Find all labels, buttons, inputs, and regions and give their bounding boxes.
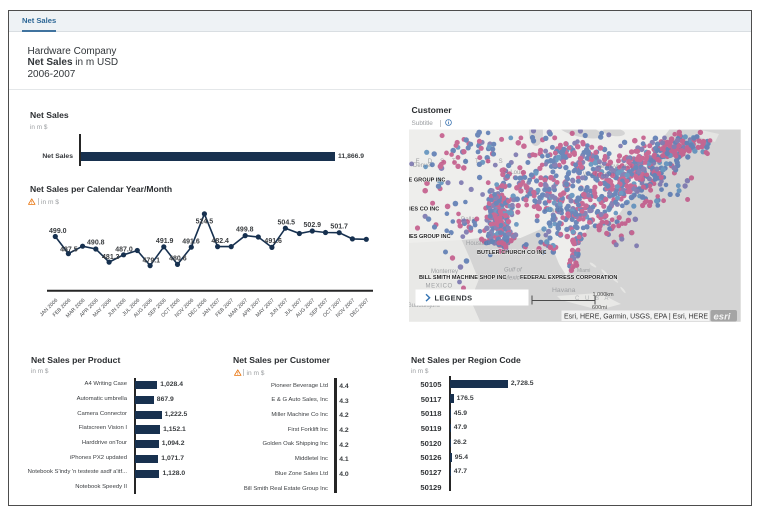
svg-text:600mi: 600mi (592, 305, 607, 311)
svg-text:502.9: 502.9 (304, 222, 322, 229)
svg-text:1,000km: 1,000km (592, 292, 614, 298)
svg-text:524.5: 524.5 (196, 219, 214, 226)
svg-text:482.4: 482.4 (211, 238, 229, 245)
svg-text:NE GROUP INC: NE GROUP INC (409, 178, 445, 184)
svg-text:480.6: 480.6 (169, 256, 187, 263)
svg-text:504.5: 504.5 (278, 219, 296, 226)
svg-text:Houston: Houston (466, 241, 488, 247)
svg-text:499.0: 499.0 (49, 228, 67, 235)
svg-text:Gulf of: Gulf of (504, 268, 523, 274)
svg-text:501.7: 501.7 (330, 224, 348, 231)
svg-text:Mexico: Mexico (504, 276, 524, 282)
svg-text:487.5: 487.5 (60, 246, 78, 253)
svg-text:490.8: 490.8 (87, 240, 105, 247)
svg-text:TRIES GROUP INC: TRIES GROUP INC (409, 234, 451, 240)
svg-text:487.0: 487.0 (115, 247, 133, 254)
svg-text:LEGENDS: LEGENDS (434, 294, 472, 303)
svg-text:Pennsylvania: Pennsylvania (597, 164, 633, 170)
svg-text:Denver: Denver (413, 163, 432, 169)
svg-text:491.9: 491.9 (156, 238, 174, 245)
svg-text:491.6: 491.6 (264, 238, 282, 245)
svg-text:C U B A: C U B A (575, 296, 610, 302)
svg-text:esri: esri (713, 311, 730, 322)
svg-text:BILL SMITH MACHINE SHOP INC: BILL SMITH MACHINE SHOP INC (419, 275, 506, 281)
svg-text:Monterrey: Monterrey (431, 269, 458, 275)
svg-text:St Louis: St Louis (503, 170, 525, 176)
svg-text:Esri, HERE, Garmin, USGS, EPA: Esri, HERE, Garmin, USGS, EPA | Esri, HE… (564, 314, 708, 321)
svg-text:491.6: 491.6 (182, 239, 200, 246)
svg-text:BUTLER CHURCH CO INC: BUTLER CHURCH CO INC (477, 250, 547, 256)
svg-text:MEXICO: MEXICO (425, 284, 452, 290)
svg-text:499.8: 499.8 (236, 227, 254, 234)
svg-text:Havana: Havana (552, 287, 576, 294)
svg-text:PLIES CO INC: PLIES CO INC (409, 207, 439, 213)
svg-text:Atlanta: Atlanta (544, 208, 563, 214)
svg-text:Miami: Miami (577, 268, 590, 274)
svg-text:Guadalajara: Guadalajara (409, 303, 440, 309)
svg-text:479.1: 479.1 (143, 258, 161, 265)
svg-text:Dallas: Dallas (461, 217, 478, 223)
svg-text:FEDERAL EXPRESS CORPORATION: FEDERAL EXPRESS CORPORATION (520, 275, 617, 281)
svg-text:481.3: 481.3 (102, 254, 120, 261)
